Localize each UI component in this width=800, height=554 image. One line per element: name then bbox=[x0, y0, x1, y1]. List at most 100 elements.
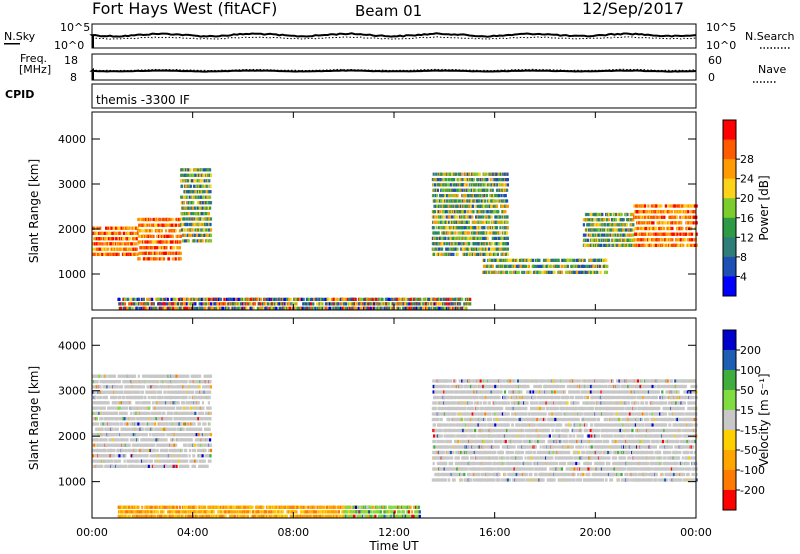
power-cell bbox=[311, 297, 314, 301]
power-cell bbox=[302, 306, 305, 310]
power-cell bbox=[201, 206, 205, 210]
power-cell bbox=[478, 199, 481, 203]
power-cell bbox=[468, 247, 471, 251]
power-cell bbox=[155, 223, 158, 227]
power-cell bbox=[446, 199, 449, 203]
power-cell bbox=[686, 226, 689, 231]
power-cell bbox=[209, 233, 213, 237]
power-cell bbox=[578, 264, 581, 268]
power-cell bbox=[660, 210, 663, 214]
power-cell bbox=[673, 204, 676, 208]
power-cell bbox=[189, 184, 192, 188]
power-cell bbox=[197, 297, 200, 301]
power-cell bbox=[93, 247, 96, 251]
velocity-cell bbox=[105, 401, 108, 405]
power-cell bbox=[464, 178, 467, 182]
power-cell bbox=[144, 229, 148, 233]
power-cell bbox=[186, 206, 189, 210]
power-cell bbox=[447, 236, 450, 240]
power-cell bbox=[120, 306, 123, 310]
power-cell bbox=[487, 172, 490, 176]
power-cell bbox=[131, 242, 134, 246]
power-cell bbox=[501, 210, 504, 214]
power-cell bbox=[671, 226, 674, 231]
power-cell bbox=[302, 302, 305, 306]
power-cell bbox=[598, 264, 601, 268]
power-cell bbox=[503, 226, 506, 230]
power-cell bbox=[121, 247, 124, 251]
velocity-cell bbox=[99, 380, 102, 384]
power-cell bbox=[136, 242, 140, 246]
power-cell bbox=[642, 210, 645, 214]
power-cell bbox=[682, 238, 685, 242]
power-cell bbox=[615, 218, 618, 222]
power-cell bbox=[625, 228, 628, 232]
power-cell bbox=[238, 297, 241, 301]
power-cell bbox=[191, 190, 194, 194]
cpid-value: themis -3300 IF bbox=[96, 93, 190, 107]
power-cell bbox=[93, 242, 96, 246]
power-cell bbox=[193, 306, 196, 310]
power-cell bbox=[655, 204, 658, 208]
power-cell bbox=[461, 210, 464, 214]
power-cell bbox=[142, 240, 145, 244]
power-cell bbox=[657, 238, 660, 242]
power-cell bbox=[464, 172, 468, 176]
power-cell bbox=[597, 223, 600, 227]
power-cell bbox=[632, 228, 635, 232]
power-cell bbox=[396, 306, 399, 310]
power-cell bbox=[178, 229, 181, 233]
power-cell bbox=[457, 242, 460, 246]
power-cell bbox=[499, 172, 502, 176]
power-cell bbox=[447, 183, 450, 187]
power-cell bbox=[600, 258, 603, 262]
power-cell bbox=[688, 232, 692, 236]
power-cell bbox=[495, 226, 499, 230]
power-cell bbox=[515, 258, 518, 262]
power-cell bbox=[105, 231, 108, 235]
power-cell bbox=[456, 199, 460, 203]
power-cell bbox=[468, 226, 471, 230]
power-cell bbox=[446, 194, 450, 198]
power-cell bbox=[267, 306, 270, 310]
power-cell bbox=[183, 233, 187, 237]
power-cell bbox=[503, 210, 506, 214]
power-cell bbox=[468, 242, 471, 246]
power-cell bbox=[201, 212, 204, 216]
power-cell bbox=[593, 264, 596, 268]
power-cell bbox=[664, 221, 667, 225]
power-cell bbox=[183, 217, 186, 221]
power-cell bbox=[300, 297, 304, 301]
power-cell bbox=[650, 226, 653, 231]
power-cell bbox=[159, 234, 162, 238]
power-cell bbox=[490, 210, 493, 214]
power-cell bbox=[490, 204, 493, 208]
power-cell bbox=[480, 215, 483, 219]
velocity-cell bbox=[92, 411, 95, 415]
power-cell bbox=[475, 183, 478, 187]
power-cell bbox=[502, 178, 505, 182]
power-cell bbox=[136, 252, 139, 256]
power-cell bbox=[199, 206, 202, 210]
power-cell bbox=[443, 242, 446, 246]
power-cell bbox=[575, 264, 578, 268]
power-cell bbox=[440, 236, 443, 240]
power-cell bbox=[367, 306, 370, 310]
power-cell bbox=[428, 302, 431, 306]
power-cell bbox=[147, 257, 150, 261]
power-cell bbox=[251, 297, 254, 301]
power-cell bbox=[337, 306, 340, 310]
power-cell bbox=[499, 199, 502, 203]
power-cell bbox=[482, 210, 485, 214]
velocity-cell bbox=[93, 443, 96, 447]
power-cell bbox=[142, 297, 145, 301]
power-cell bbox=[202, 195, 205, 199]
power-cell bbox=[375, 297, 378, 301]
power-cell bbox=[343, 302, 346, 306]
power-cell bbox=[594, 233, 597, 237]
power-cell bbox=[623, 238, 626, 242]
velocity-cell bbox=[105, 395, 108, 400]
power-cell bbox=[553, 270, 556, 274]
power-cell bbox=[119, 242, 122, 246]
